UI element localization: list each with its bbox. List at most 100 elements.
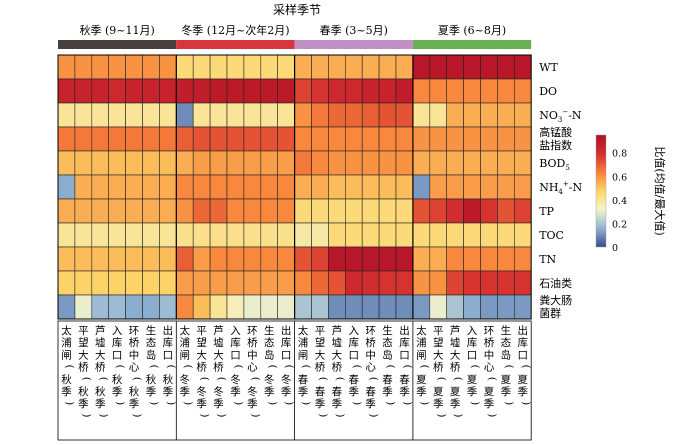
- heatmap-cell: [159, 150, 177, 176]
- svg-text:粪大肠: 粪大肠: [539, 293, 572, 307]
- svg-text:生: 生: [501, 324, 512, 337]
- heatmap-cell: [260, 270, 278, 296]
- heatmap-cell: [74, 54, 93, 80]
- heatmap-cell: [108, 246, 126, 272]
- heatmap-cell: [497, 102, 515, 128]
- heatmap-cell: [243, 270, 262, 296]
- heatmap-cell: [243, 54, 262, 80]
- heatmap-cell: [344, 78, 363, 104]
- svg-text:(: (: [334, 377, 345, 381]
- heatmap-cells: [57, 54, 532, 320]
- heatmap-cell: [513, 102, 532, 128]
- heatmap-cell: [243, 198, 262, 224]
- svg-text:春: 春: [382, 374, 393, 386]
- svg-text:春: 春: [298, 374, 309, 386]
- heatmap-cell: [395, 270, 414, 296]
- season-bar: [294, 40, 413, 49]
- heatmap-cell: [108, 150, 126, 176]
- heatmap-cell: [378, 246, 397, 272]
- column-label: 出库口 (秋季): [163, 324, 176, 405]
- heatmap-cell: [159, 246, 177, 272]
- colorbar-tick-label: 0.6: [612, 172, 627, 183]
- heatmap-cell: [74, 78, 93, 104]
- svg-text:): ): [283, 401, 294, 405]
- svg-text:口: 口: [163, 349, 174, 361]
- heatmap-cell: [446, 270, 464, 296]
- svg-text:): ): [435, 413, 446, 417]
- heatmap-cell: [192, 222, 211, 248]
- svg-text:望: 望: [78, 336, 89, 349]
- svg-text:春: 春: [332, 386, 343, 398]
- heatmap-cell: [429, 246, 447, 272]
- row-label: BOD5: [539, 157, 570, 172]
- svg-text:岛: 岛: [146, 348, 157, 361]
- svg-text:季: 季: [399, 386, 410, 398]
- heatmap-cell: [108, 78, 126, 104]
- svg-text:季: 季: [365, 398, 376, 410]
- season-bar: [412, 40, 532, 49]
- heatmap-cell: [74, 174, 93, 200]
- svg-text:库: 库: [399, 336, 410, 349]
- heatmap-cell: [361, 222, 380, 248]
- heatmap-cell: [480, 126, 498, 152]
- svg-text:NO3−-N: NO3−-N: [539, 108, 582, 124]
- heatmap-cell: [513, 174, 532, 200]
- svg-text:(: (: [503, 365, 514, 369]
- heatmap-cell: [226, 294, 245, 320]
- heatmap-cell: [497, 270, 515, 296]
- svg-text:): ): [503, 401, 514, 405]
- svg-text:(: (: [385, 365, 396, 369]
- heatmap-cell: [74, 150, 93, 176]
- heatmap-cell: [91, 126, 110, 152]
- colorbar-tick-label: 0.4: [612, 196, 627, 207]
- svg-text:季: 季: [315, 398, 326, 410]
- heatmap-cell: [209, 150, 228, 176]
- colorbar-tick-label: 0.8: [612, 149, 627, 160]
- heatmap-cell: [429, 222, 447, 248]
- svg-text:): ): [232, 401, 243, 405]
- column-label: 入库口 (秋季): [112, 325, 125, 405]
- svg-text:中: 中: [484, 348, 495, 361]
- heatmap-cell: [480, 54, 498, 80]
- heatmap-cell: [328, 246, 346, 272]
- heatmap-cell: [361, 246, 380, 272]
- heatmap-cell: [108, 174, 126, 200]
- svg-text:大: 大: [95, 348, 106, 361]
- svg-text:墟: 墟: [450, 336, 461, 349]
- heatmap-cell: [328, 270, 346, 296]
- heatmap-cell: [226, 102, 245, 128]
- heatmap-cell: [192, 78, 211, 104]
- heatmap-cell: [463, 102, 481, 128]
- heatmap-cell: [412, 54, 431, 80]
- svg-text:桥: 桥: [247, 337, 258, 349]
- svg-text:中: 中: [365, 348, 376, 361]
- heatmap-cell: [361, 54, 380, 80]
- heatmap-cell: [378, 54, 397, 80]
- heatmap-cell: [91, 198, 110, 224]
- heatmap-cell: [378, 294, 397, 320]
- svg-text:季: 季: [129, 398, 140, 410]
- svg-text:春: 春: [399, 374, 410, 386]
- heatmap-cell: [311, 78, 329, 104]
- svg-text:季: 季: [298, 386, 309, 398]
- svg-text:(: (: [165, 365, 176, 369]
- heatmap-cell: [429, 78, 447, 104]
- svg-text:浦: 浦: [180, 336, 191, 349]
- heatmap-cell: [513, 222, 532, 248]
- season-label: 春季 (3~5月): [320, 24, 388, 37]
- heatmap-cell: [497, 78, 515, 104]
- heatmap-cell: [74, 246, 93, 272]
- heatmap-cell: [480, 78, 498, 104]
- heatmap-cell: [277, 198, 295, 224]
- svg-text:口: 口: [230, 349, 241, 361]
- heatmap-cell: [463, 222, 481, 248]
- heatmap-cell: [226, 270, 245, 296]
- svg-text:DO: DO: [539, 85, 557, 98]
- svg-text:桥: 桥: [129, 337, 140, 349]
- svg-text:WT: WT: [539, 61, 558, 74]
- svg-text:太: 太: [61, 324, 72, 337]
- svg-text:TP: TP: [539, 205, 554, 218]
- column-label: 出库口 (冬季): [281, 324, 294, 405]
- heatmap-cell: [226, 78, 245, 104]
